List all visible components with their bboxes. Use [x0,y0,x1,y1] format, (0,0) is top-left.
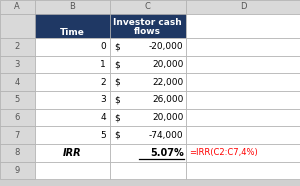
Text: 22,000: 22,000 [152,78,184,87]
Text: 2: 2 [15,42,20,52]
Bar [186,56,300,73]
Text: =IRR(C2:C7,4%): =IRR(C2:C7,4%) [189,148,258,158]
Bar [34,0,110,14]
Bar [110,14,186,38]
Bar [110,73,186,91]
Bar [0,0,34,14]
Bar [186,109,300,126]
Text: -74,000: -74,000 [149,131,184,140]
Bar [34,126,110,144]
Bar [0,144,34,162]
Text: 26,000: 26,000 [152,95,184,105]
Bar [0,162,34,179]
Bar [186,0,300,14]
Bar [110,162,186,179]
Bar [0,73,34,91]
Text: 4: 4 [15,78,20,87]
Bar [0,126,34,144]
Bar [186,38,300,56]
Text: 5: 5 [100,131,106,140]
Text: $: $ [114,78,120,87]
Bar [0,56,34,73]
Text: 0: 0 [100,42,106,52]
Text: 9: 9 [15,166,20,175]
Bar [110,56,186,73]
Bar [34,73,110,91]
Text: flows: flows [134,27,161,36]
Text: IRR: IRR [63,148,81,158]
Text: 20,000: 20,000 [152,60,184,69]
Text: Time: Time [60,28,84,37]
Bar [110,144,186,162]
Text: 5.07%: 5.07% [150,148,184,158]
Text: Investor cash: Investor cash [113,18,182,27]
Bar [186,162,300,179]
Text: 5: 5 [15,95,20,105]
Bar [0,109,34,126]
Bar [34,109,110,126]
Bar [186,91,300,109]
Text: -20,000: -20,000 [149,42,184,52]
Text: $: $ [114,95,120,105]
Text: 2: 2 [100,78,106,87]
Bar [186,126,300,144]
Text: 3: 3 [15,60,20,69]
Bar [0,91,34,109]
Text: 20,000: 20,000 [152,113,184,122]
Text: 6: 6 [15,113,20,122]
Text: 1: 1 [100,60,106,69]
Bar [0,38,34,56]
Bar [34,162,110,179]
Bar [34,91,110,109]
Text: 3: 3 [100,95,106,105]
Bar [186,73,300,91]
Text: C: C [145,2,151,12]
Text: 8: 8 [15,148,20,158]
Bar [186,14,300,38]
Bar [34,14,110,38]
Bar [0,14,34,38]
Bar [110,109,186,126]
Bar [110,91,186,109]
Bar [34,38,110,56]
Bar [34,144,110,162]
Text: $: $ [114,113,120,122]
Text: 4: 4 [100,113,106,122]
Text: $: $ [114,42,120,52]
Text: $: $ [114,131,120,140]
Bar [186,144,300,162]
Bar [34,56,110,73]
Text: A: A [14,2,20,12]
Bar [110,38,186,56]
Text: D: D [240,2,246,12]
Bar [110,0,186,14]
Bar [110,126,186,144]
Text: B: B [69,2,75,12]
Text: $: $ [114,60,120,69]
Text: 7: 7 [15,131,20,140]
